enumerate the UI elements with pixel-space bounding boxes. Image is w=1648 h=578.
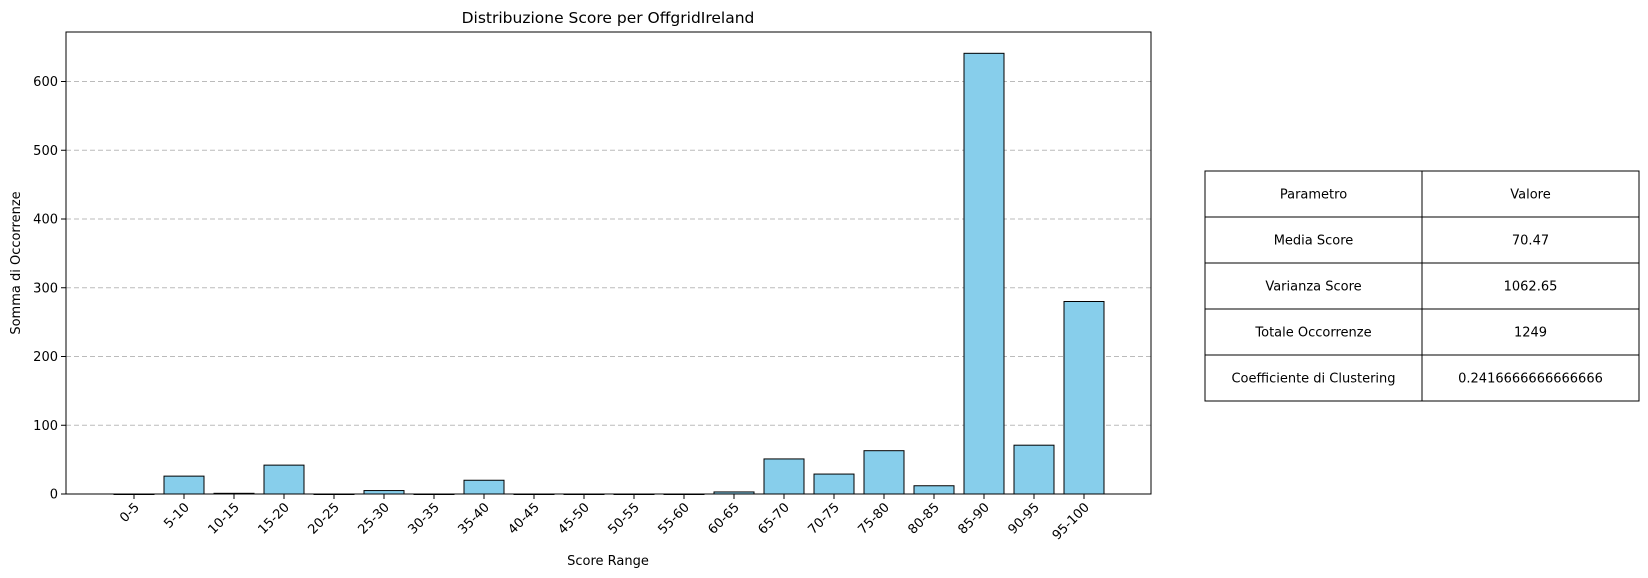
x-axis-label: Score Range — [567, 554, 649, 569]
y-axis-ticks: 0 100 200 300 400 500 600 — [33, 75, 66, 503]
chart-title: Distribuzione Score per OffgridIreland — [462, 9, 755, 27]
y-tick-label: 500 — [33, 144, 58, 159]
x-tick-label: 20-25 — [306, 500, 343, 537]
bar-80-85 — [913, 485, 955, 495]
bar-65-70 — [763, 458, 805, 495]
plot-frame — [65, 31, 1152, 495]
y-axis-label: Somma di Occorrenze — [9, 191, 24, 334]
table-cell-text: Totale Occorrenze — [1254, 326, 1371, 341]
x-tick-label: 25-30 — [356, 500, 393, 537]
x-tick-label: 0-5 — [117, 500, 143, 526]
x-tick-label: 55-60 — [656, 500, 693, 537]
table-header-cell — [1204, 170, 1423, 218]
table-cell-text: 1249 — [1514, 326, 1547, 341]
table-cell-text: Media Score — [1274, 234, 1354, 249]
bar-35-40 — [463, 479, 505, 495]
table-cell — [1421, 308, 1640, 356]
bar-15-20 — [263, 464, 305, 495]
x-tick-label: 75-80 — [856, 500, 893, 537]
stats-table: Parametro Valore Media Score 70.47 Varianza … — [1204, 170, 1640, 402]
bar-25-30 — [363, 490, 405, 495]
y-tick-label: 0 — [50, 488, 58, 503]
table-cell — [1204, 354, 1423, 402]
x-tick-label: 30-35 — [406, 500, 443, 537]
x-tick-label: 95-100 — [1050, 500, 1093, 543]
bar-75-80 — [863, 450, 905, 495]
x-tick-label: 10-15 — [206, 500, 243, 537]
table-header-cell — [1421, 170, 1640, 218]
x-tick-label: 5-10 — [161, 500, 192, 531]
bar-70-75 — [813, 473, 855, 495]
x-tick-label: 35-40 — [456, 500, 493, 537]
x-tick-label: 65-70 — [756, 500, 793, 537]
x-tick-label: 85-90 — [956, 500, 993, 537]
table-cell-text: Varianza Score — [1265, 280, 1361, 295]
x-tick-label: 45-50 — [556, 500, 593, 537]
x-tick-label: 70-75 — [806, 500, 843, 537]
bars — [113, 52, 1105, 495]
y-tick-label: 200 — [33, 350, 58, 365]
y-tick-label: 100 — [33, 419, 58, 434]
table-header-text: Parametro — [1280, 188, 1347, 203]
y-tick-label: 600 — [33, 75, 58, 90]
bar-5-10 — [163, 475, 205, 495]
bar-85-90 — [963, 52, 1005, 495]
table-cell-text: 1062.65 — [1504, 280, 1558, 295]
x-axis-ticks: 0-5 5-10 10-15 15-20 20-25 25-30 30-35 35-40 40-… — [117, 494, 1093, 543]
x-tick-label: 90-95 — [1006, 500, 1043, 537]
table-header-text: Valore — [1510, 188, 1550, 203]
y-tick-label: 300 — [33, 281, 58, 296]
x-tick-label: 60-65 — [706, 500, 743, 537]
bar-90-95 — [1013, 444, 1055, 495]
table-cell-text: Coefficiente di Clustering — [1231, 372, 1395, 387]
x-tick-label: 15-20 — [256, 500, 293, 537]
table-cell — [1421, 216, 1640, 264]
bar-95-100 — [1063, 301, 1105, 495]
x-tick-label: 80-85 — [906, 500, 943, 537]
x-tick-label: 50-55 — [606, 500, 643, 537]
table-cell — [1421, 354, 1640, 402]
table-cell-text: 70.47 — [1512, 234, 1549, 249]
y-tick-label: 400 — [33, 213, 58, 228]
table-cell-text: 0.2416666666666666 — [1458, 372, 1603, 387]
x-tick-label: 40-45 — [506, 500, 543, 537]
table-cell — [1421, 262, 1640, 310]
